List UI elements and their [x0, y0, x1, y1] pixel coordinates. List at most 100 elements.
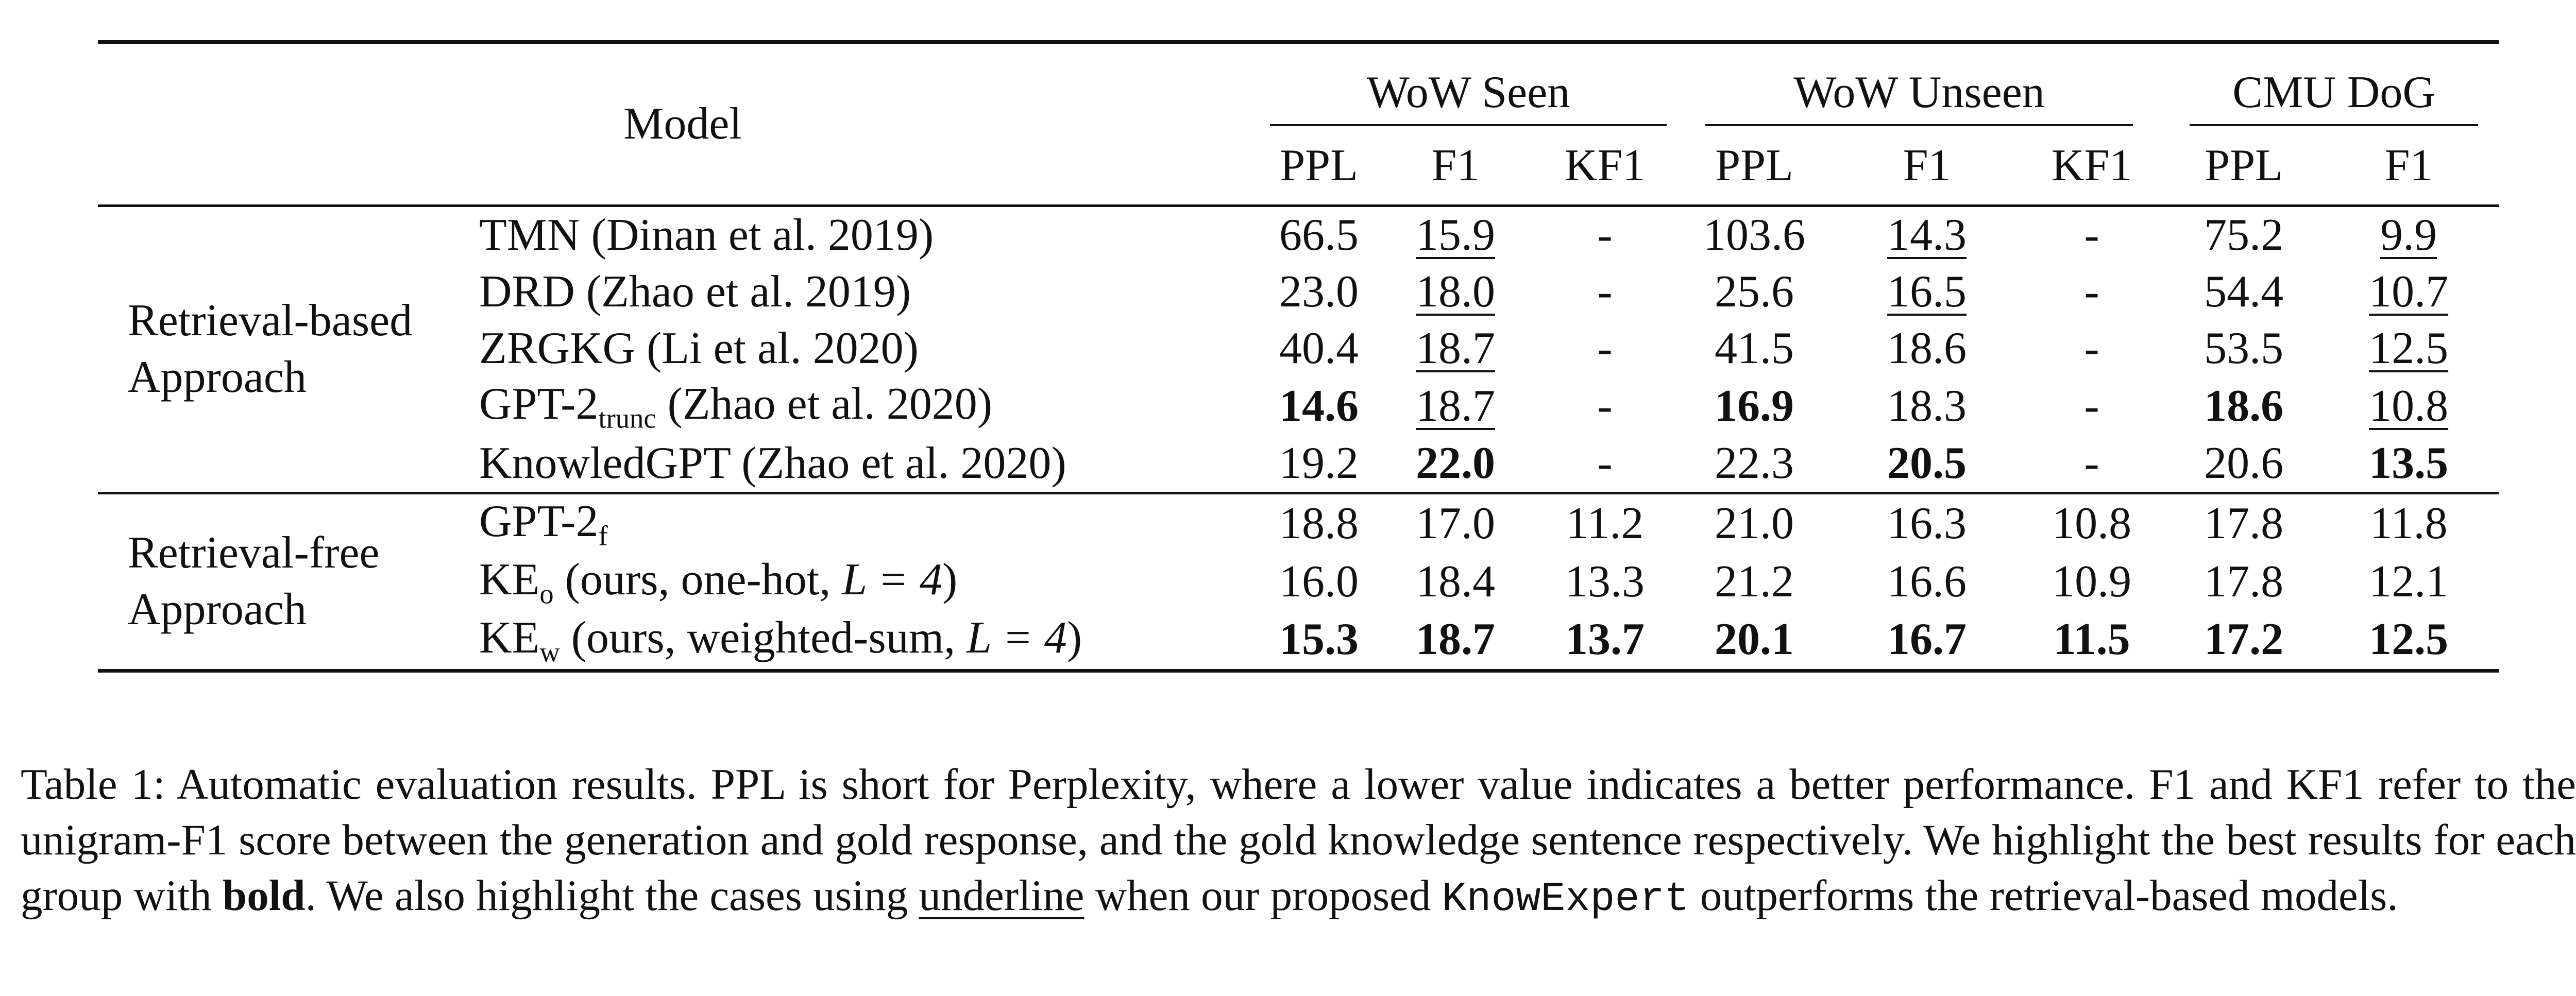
score-cell: 41.5	[1669, 320, 1839, 377]
score-value: 54.4	[2204, 267, 2284, 317]
score-cell: 19.2	[1267, 435, 1370, 493]
score-cell: 18.8	[1267, 493, 1370, 552]
model-name-part: ZRGKG (Li et al. 2020)	[479, 323, 919, 374]
score-value: 25.6	[1715, 267, 1794, 317]
group-label: Retrieval-based Approach	[98, 206, 479, 493]
score-cell: 16.6	[1839, 553, 2014, 611]
score-value: 16.9	[1715, 381, 1794, 431]
score-value: 13.3	[1565, 556, 1645, 607]
model-name-part: (ours, one-hot,	[553, 554, 842, 605]
score-cell: -	[1540, 264, 1669, 320]
model-name-part: (Zhao et al. 2020)	[656, 379, 992, 429]
score-value: 18.6	[1887, 323, 1967, 374]
metric-header: PPL	[2205, 141, 2283, 191]
group-label-line: Retrieval-based	[128, 296, 413, 346]
group-label-line: Retrieval-free	[128, 528, 380, 578]
score-cell: 20.6	[2169, 435, 2318, 493]
caption-text: . We also highlight the cases using	[305, 871, 919, 920]
score-value: 12.5	[2369, 323, 2449, 374]
score-value: -	[2084, 210, 2099, 261]
score-value: 16.7	[1887, 614, 1967, 665]
score-cell: 103.6	[1669, 206, 1839, 264]
score-value: 14.3	[1887, 210, 1967, 261]
score-cell: 15.3	[1267, 611, 1370, 671]
score-value: 17.8	[2204, 556, 2284, 607]
table-body: Retrieval-based Approach TMN (Dinan et al.…	[98, 205, 2499, 671]
score-cell: 10.8	[2318, 377, 2499, 435]
score-value: 16.6	[1887, 556, 1967, 607]
model-name-part: TMN (Dinan et al. 2019)	[479, 210, 934, 261]
score-value: 40.4	[1279, 323, 1359, 374]
score-value: 17.2	[2204, 614, 2284, 665]
score-value: 16.5	[1887, 267, 1967, 317]
score-value: -	[2084, 323, 2099, 374]
metric-header: PPL	[1280, 141, 1358, 191]
group-label: Retrieval-free Approach	[98, 493, 479, 671]
score-value: 18.7	[1416, 381, 1496, 431]
table-row: KEo (ours, one-hot, L = 4) 16.0 18.4 13.3 21…	[98, 553, 2499, 611]
model-name-cell: KEw (ours, weighted-sum, L = 4)	[479, 611, 1267, 671]
score-cell: -	[2014, 377, 2169, 435]
score-cell: 18.3	[1839, 377, 2014, 435]
table-row: Retrieval-free Approach GPT-2f 18.8 17.0 11.2…	[98, 493, 2499, 634]
model-name-cell: KnowledGPT (Zhao et al. 2020)	[479, 435, 1267, 493]
group-label-line: Approach	[128, 352, 307, 403]
score-cell: 12.1	[2318, 553, 2499, 611]
score-value: 16.3	[1887, 498, 1967, 548]
score-cell: -	[1540, 377, 1669, 435]
score-value: 20.6	[2204, 438, 2284, 489]
model-name-part: f	[598, 520, 608, 552]
results-table: Model WoW Seen WoW Unseen CMU DoG PPL F1…	[98, 40, 2499, 673]
score-cell: -	[2014, 435, 2169, 493]
score-value: 10.8	[2052, 498, 2132, 548]
score-value: 103.6	[1703, 210, 1806, 261]
score-cell: 66.5	[1267, 206, 1370, 264]
score-cell: 17.2	[2169, 611, 2318, 671]
score-cell: -	[2014, 264, 2169, 320]
table-caption: Table 1: Automatic evaluation results. P…	[21, 757, 2576, 925]
group-header-cmu-dog: CMU DoG	[2169, 42, 2499, 128]
score-cell: 11.8	[2318, 493, 2499, 552]
score-value: 10.7	[2369, 267, 2449, 317]
score-cell: 23.0	[1267, 264, 1370, 320]
metric-header: KF1	[1564, 141, 1646, 191]
score-value: 17.8	[2204, 498, 2284, 548]
metric-header: F1	[1903, 141, 1951, 191]
score-cell: 13.5	[2318, 435, 2499, 493]
score-value: 66.5	[1279, 210, 1359, 261]
score-cell: -	[1540, 435, 1669, 493]
table-row: Retrieval-based Approach TMN (Dinan et al.…	[98, 205, 2499, 402]
score-cell: 22.3	[1669, 435, 1839, 493]
score-value: 12.5	[2369, 614, 2449, 665]
model-name-part: trunc	[598, 402, 656, 434]
model-name-part: KE	[479, 554, 540, 605]
score-cell: 13.7	[1540, 611, 1669, 671]
model-name-part: (ours, weighted-sum,	[560, 612, 967, 663]
score-cell: 18.7	[1370, 377, 1540, 435]
score-value: 11.5	[2053, 614, 2130, 665]
group-label-line: Approach	[128, 585, 307, 635]
score-cell: 12.5	[2318, 611, 2499, 671]
model-name-part: L = 4	[842, 554, 942, 605]
score-value: 21.0	[1715, 498, 1794, 548]
caption-text: Table 1: Automatic evaluation results. P…	[21, 760, 2576, 920]
caption-underline-word: underline	[919, 871, 1084, 920]
score-cell: 17.0	[1370, 493, 1540, 552]
score-cell: 25.6	[1669, 264, 1839, 320]
score-cell: 53.5	[2169, 320, 2318, 377]
score-cell: 10.7	[2318, 264, 2499, 320]
score-value: 53.5	[2204, 323, 2284, 374]
score-value: -	[1597, 381, 1613, 431]
score-value: 75.2	[2204, 210, 2284, 261]
score-cell: 16.5	[1839, 264, 2014, 320]
model-column-header: Model	[623, 99, 742, 149]
model-name-cell: DRD (Zhao et al. 2019)	[479, 264, 1267, 320]
score-cell: 12.5	[2318, 320, 2499, 377]
score-cell: 17.8	[2169, 493, 2318, 552]
score-cell: 16.9	[1669, 377, 1839, 435]
model-name-part: DRD (Zhao et al. 2019)	[479, 267, 911, 317]
score-value: 12.1	[2369, 556, 2449, 607]
score-value: -	[2084, 267, 2099, 317]
score-cell: -	[2014, 206, 2169, 264]
score-cell: -	[1540, 206, 1669, 264]
